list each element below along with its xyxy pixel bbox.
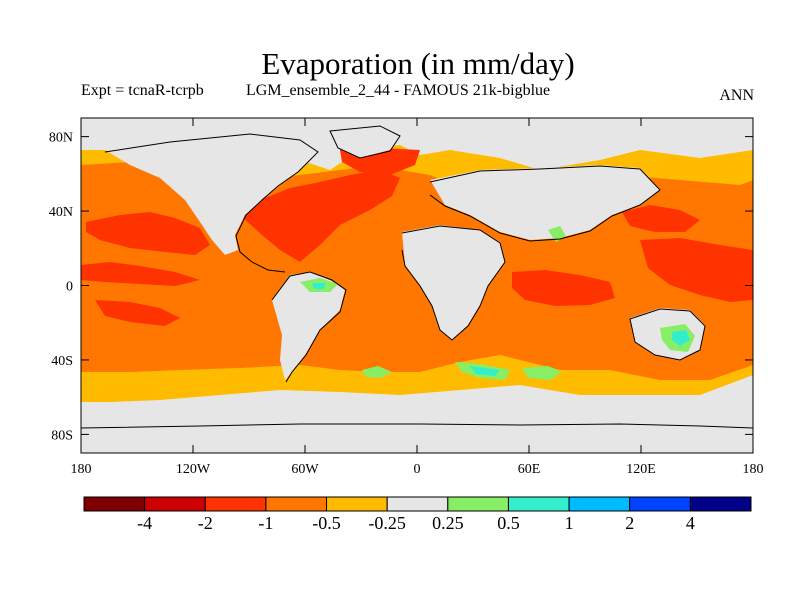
lon-tick-label: 0	[414, 462, 421, 477]
colorbar: -4 -2 -1 -0.5 -0.25 0.25 0.5 1 2 4	[83, 496, 752, 533]
experiment-label: Expt = tcnaR-tcrpb	[81, 82, 204, 99]
lat-tick-label: 40N	[49, 205, 73, 220]
colorbar-label: -0.25	[368, 513, 406, 533]
field-green-central-asia	[548, 226, 566, 242]
colorbar-swatch	[204, 496, 267, 512]
field-red-gulf-stream	[240, 170, 400, 262]
land-south-america	[272, 272, 345, 380]
lon-tick-label: 60W	[291, 462, 319, 477]
colorbar-label: 0.25	[432, 513, 464, 533]
lat-tick-label: 80N	[49, 131, 73, 146]
coastlines	[81, 125, 753, 429]
field-red-kuroshio	[622, 205, 700, 232]
colorbar-swatch	[568, 496, 631, 512]
colorbar-swatch	[447, 496, 509, 512]
field-red-west-pacific	[640, 238, 753, 302]
lat-tick-label: 0	[66, 280, 73, 295]
field-teal-amazon	[312, 283, 326, 289]
colorbar-label: -1	[258, 513, 273, 533]
colorbar-swatch	[265, 496, 328, 512]
field-teal-southern-ocean	[470, 366, 500, 376]
colorbar-label: -2	[198, 513, 213, 533]
lon-tick-label: 180	[743, 462, 764, 477]
lon-tick-label: 120W	[176, 462, 211, 477]
land-antarctica	[81, 420, 753, 453]
colorbar-label: -0.5	[312, 513, 341, 533]
colorbar-swatch	[326, 496, 388, 512]
field-red-indian-ocean	[512, 270, 615, 306]
colorbar-label: -4	[137, 513, 152, 533]
colorbar-swatch	[144, 496, 206, 512]
colorbar-swatch	[507, 496, 570, 512]
land-greenland	[330, 125, 400, 158]
land-north-america	[105, 132, 320, 255]
lat-tick-label: 80S	[51, 428, 73, 443]
field-red-equatorial-pacific	[81, 262, 200, 286]
lon-tick-label: 60E	[518, 462, 541, 477]
axis-ticks: 80N 40N 0 40S 80S 180 120W 60W 0 60E 120E 180	[49, 118, 764, 477]
land-africa	[402, 225, 505, 340]
season-label: ANN	[719, 87, 754, 104]
colorbar-label: 4	[686, 513, 695, 533]
colorbar-label: 2	[625, 513, 634, 533]
colorbar-swatch	[689, 496, 752, 512]
map-field	[81, 118, 753, 453]
field-teal-australia	[672, 330, 690, 346]
lon-tick-label: 120E	[626, 462, 656, 477]
field-green-southern-ocean-3	[522, 366, 562, 380]
land-eurasia	[430, 165, 660, 240]
colorbar-label: 1	[565, 513, 574, 533]
colorbar-label: 0.5	[497, 513, 520, 533]
colorbar-swatch	[629, 496, 691, 512]
colorbar-swatch	[386, 496, 449, 512]
ensemble-label: LGM_ensemble_2_44 - FAMOUS 21k-bigblue	[246, 82, 551, 99]
lat-tick-label: 40S	[51, 354, 73, 369]
colorbar-swatch	[83, 496, 146, 512]
field-red-north-pacific	[86, 212, 210, 255]
field-green-southern-ocean-1	[362, 366, 392, 378]
plot-title: Evaporation (in mm/day)	[261, 46, 575, 81]
lon-tick-label: 180	[71, 462, 92, 477]
field-red-south-pacific	[95, 300, 180, 326]
